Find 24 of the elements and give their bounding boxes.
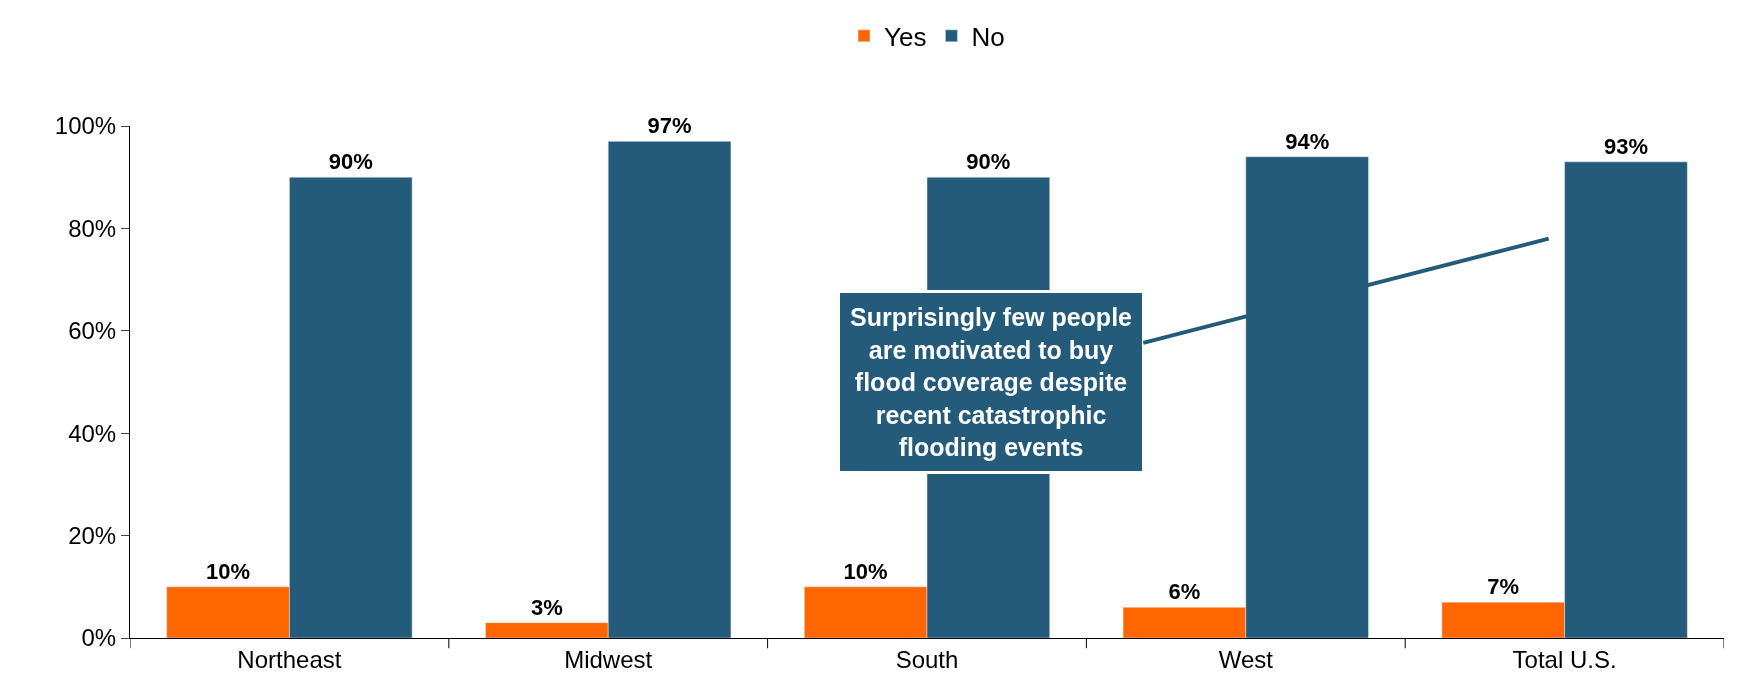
data-label: 6% [1168, 579, 1201, 605]
data-label: 3% [530, 594, 563, 620]
y-tick-label: 20% [68, 522, 117, 549]
y-tick-label: 100% [54, 112, 117, 140]
x-tick-label: South [895, 645, 959, 673]
legend-label: No [971, 21, 1005, 52]
y-tick-label: 80% [68, 214, 117, 242]
data-label: 94% [1285, 128, 1330, 154]
data-label: 10% [206, 558, 251, 584]
legend-label: Yes [884, 21, 927, 52]
data-label: 97% [647, 113, 692, 139]
y-tick-label: 60% [68, 317, 117, 345]
data-label: 7% [1487, 574, 1520, 600]
x-tick-label: Total U.S. [1512, 645, 1617, 673]
data-label: 90% [328, 149, 373, 175]
annotation: Surprisingly few people are motivated to buy flood coverage despite recent catastrophic flooding events [850, 303, 1133, 461]
y-tick-label: 0% [81, 624, 117, 652]
x-tick-label: Northeast [237, 645, 342, 673]
y-tick-label: 40% [68, 419, 117, 447]
x-tick-label: Midwest [564, 645, 653, 673]
x-tick-label: West [1218, 645, 1274, 673]
data-label: 90% [966, 149, 1011, 175]
data-label: 93% [1603, 133, 1648, 159]
data-label: 10% [843, 558, 888, 584]
